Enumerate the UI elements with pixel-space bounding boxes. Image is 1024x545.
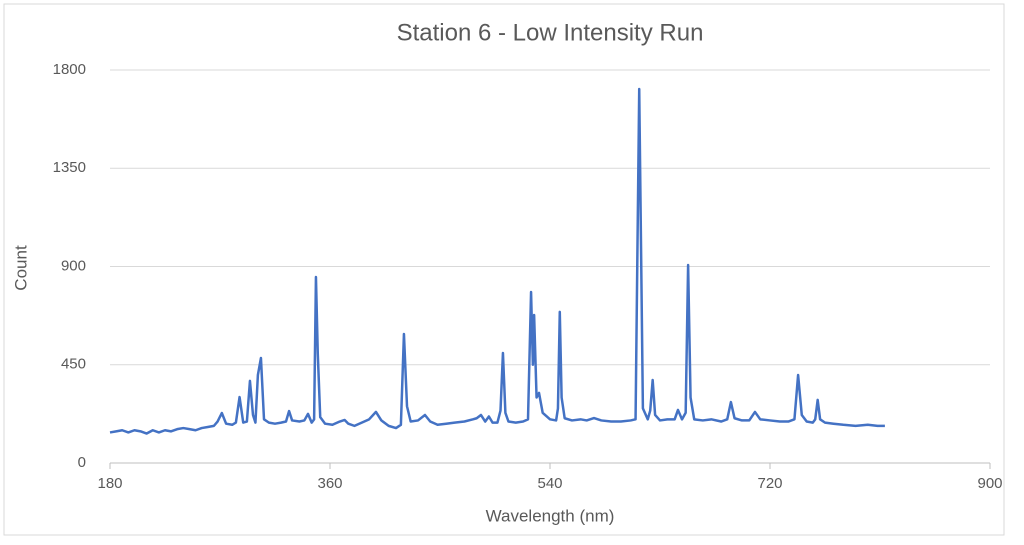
y-tick-label: 1350 <box>53 159 86 176</box>
y-tick-label: 1800 <box>53 61 86 78</box>
chart-title: Station 6 - Low Intensity Run <box>397 19 704 46</box>
y-tick-label: 900 <box>61 257 86 274</box>
x-tick-label: 360 <box>317 475 342 492</box>
x-tick-label: 180 <box>97 475 122 492</box>
y-tick-label: 0 <box>78 454 86 471</box>
x-tick-label: 900 <box>977 475 1002 492</box>
data-line <box>109 87 885 435</box>
y-tick-label: 450 <box>61 356 86 373</box>
y-axis-label: Count <box>11 245 30 291</box>
chart-border <box>3 3 1005 536</box>
x-tick-label: 720 <box>757 475 782 492</box>
x-axis-label: Wavelength (nm) <box>486 506 615 525</box>
x-tick-label: 540 <box>537 475 562 492</box>
